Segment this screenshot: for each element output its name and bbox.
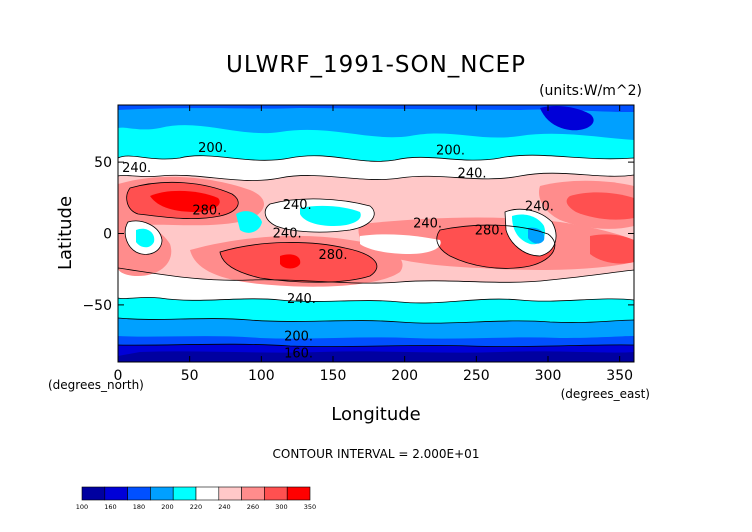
- contour-line: [118, 343, 634, 347]
- x-tick-label: 150: [320, 368, 347, 384]
- colorbar-label: 200: [161, 503, 173, 511]
- colorbar-swatch: [172, 486, 197, 501]
- units-label: (units:W/m^2): [539, 83, 642, 99]
- field-cold-africa: [236, 211, 262, 233]
- colorbar-swatch: [264, 486, 288, 501]
- x-tick-label: 200: [391, 368, 418, 384]
- contour-line: [504, 208, 557, 257]
- field-cold-indonesia-core: [300, 205, 361, 226]
- colorbar-label: 260: [247, 503, 259, 511]
- field-peak-sahara: [150, 190, 220, 212]
- colorbar-label: 240: [218, 503, 230, 511]
- y-tick-label: 0: [103, 227, 112, 243]
- contour-label: 240.: [525, 199, 554, 214]
- colorbar-label: 350: [304, 503, 316, 511]
- colorbar-swatch: [81, 486, 106, 501]
- contour-label: 280.: [475, 224, 504, 239]
- contour-label: 240.: [458, 167, 487, 182]
- contour-lines: [118, 154, 634, 347]
- colorbar-swatch: [286, 486, 311, 501]
- field-cold-midpac: [360, 234, 441, 254]
- contour-interval-text: CONTOUR INTERVAL = 2.000E+01: [273, 447, 480, 461]
- y-unit-label: (degrees_north): [48, 378, 144, 392]
- contour-label: 240.: [287, 292, 316, 307]
- colorbar-swatch: [195, 486, 220, 501]
- contour-line: [118, 172, 634, 181]
- field-spot-greenland: [540, 106, 594, 131]
- colorbar: 100 160 180 200 220 240 260 300 350: [76, 486, 316, 511]
- field-band-north-white: [118, 155, 634, 181]
- contour-label: 240.: [273, 227, 302, 242]
- contour-line: [118, 154, 634, 162]
- contour-label: 200.: [436, 144, 465, 159]
- x-tick-label: 350: [606, 368, 633, 384]
- contour-labels: 200. 240. 280. 240. 240. 280. 240. 200. 240. 280.…: [122, 141, 554, 362]
- y-tick-label: −50: [82, 298, 112, 314]
- colorbar-label: 220: [190, 503, 202, 511]
- contour-label: 280.: [192, 204, 221, 219]
- contour-line: [264, 198, 375, 233]
- colorbar-swatch: [150, 486, 174, 501]
- x-axis-label: Longitude: [331, 404, 421, 425]
- x-tick-label: 300: [535, 368, 562, 384]
- contour-line: [118, 317, 634, 324]
- colorbar-swatch: [241, 486, 265, 501]
- field-band-antarctic: [118, 351, 634, 362]
- colorbar-label: 300: [275, 503, 287, 511]
- contour-line: [118, 267, 634, 284]
- x-axis: 0 50 100 150 200 250 300 350: [114, 105, 633, 384]
- x-tick-label: 50: [181, 368, 199, 384]
- x-tick-label: 0: [114, 368, 123, 384]
- y-axis-label: Latitude: [55, 196, 76, 270]
- contour-label: 200.: [284, 329, 313, 344]
- contour-label: 200.: [198, 141, 227, 156]
- y-axis: 50 0 −50: [82, 155, 634, 314]
- contour-label: 280.: [319, 248, 348, 263]
- x-tick-label: 250: [463, 368, 490, 384]
- contour-line: [436, 224, 556, 269]
- contour-label: 160.: [284, 346, 313, 361]
- field-hot-satl: [590, 234, 634, 264]
- y-tick-label: 50: [94, 155, 112, 171]
- field-band-north-blue: [118, 105, 634, 140]
- x-tick-label: 100: [248, 368, 275, 384]
- contour-label: 240.: [413, 217, 442, 232]
- field-band-north-dark: [118, 105, 634, 112]
- colorbar-swatch: [127, 486, 151, 501]
- colorbar-label: 100: [76, 503, 88, 511]
- contour-label: 240.: [122, 161, 151, 176]
- plot-area: [118, 105, 634, 362]
- contour-line: [124, 220, 163, 255]
- field-peak-sindian: [280, 254, 301, 269]
- colorbar-label: 160: [104, 503, 116, 511]
- contour-line: [118, 297, 634, 304]
- field-cold-amazon-core: [136, 228, 155, 248]
- x-unit-label: (degrees_east): [561, 387, 650, 401]
- colorbar-label: 180: [133, 503, 145, 511]
- field-hot-natl: [566, 192, 634, 220]
- colorbar-swatch: [104, 486, 128, 501]
- chart-title: ULWRF_1991-SON_NCEP: [226, 52, 526, 78]
- contour-line: [219, 242, 378, 283]
- contour-label: 240.: [283, 198, 312, 213]
- contour-line: [126, 181, 239, 219]
- colorbar-swatch: [218, 486, 242, 501]
- field-band-south-white: [118, 268, 634, 303]
